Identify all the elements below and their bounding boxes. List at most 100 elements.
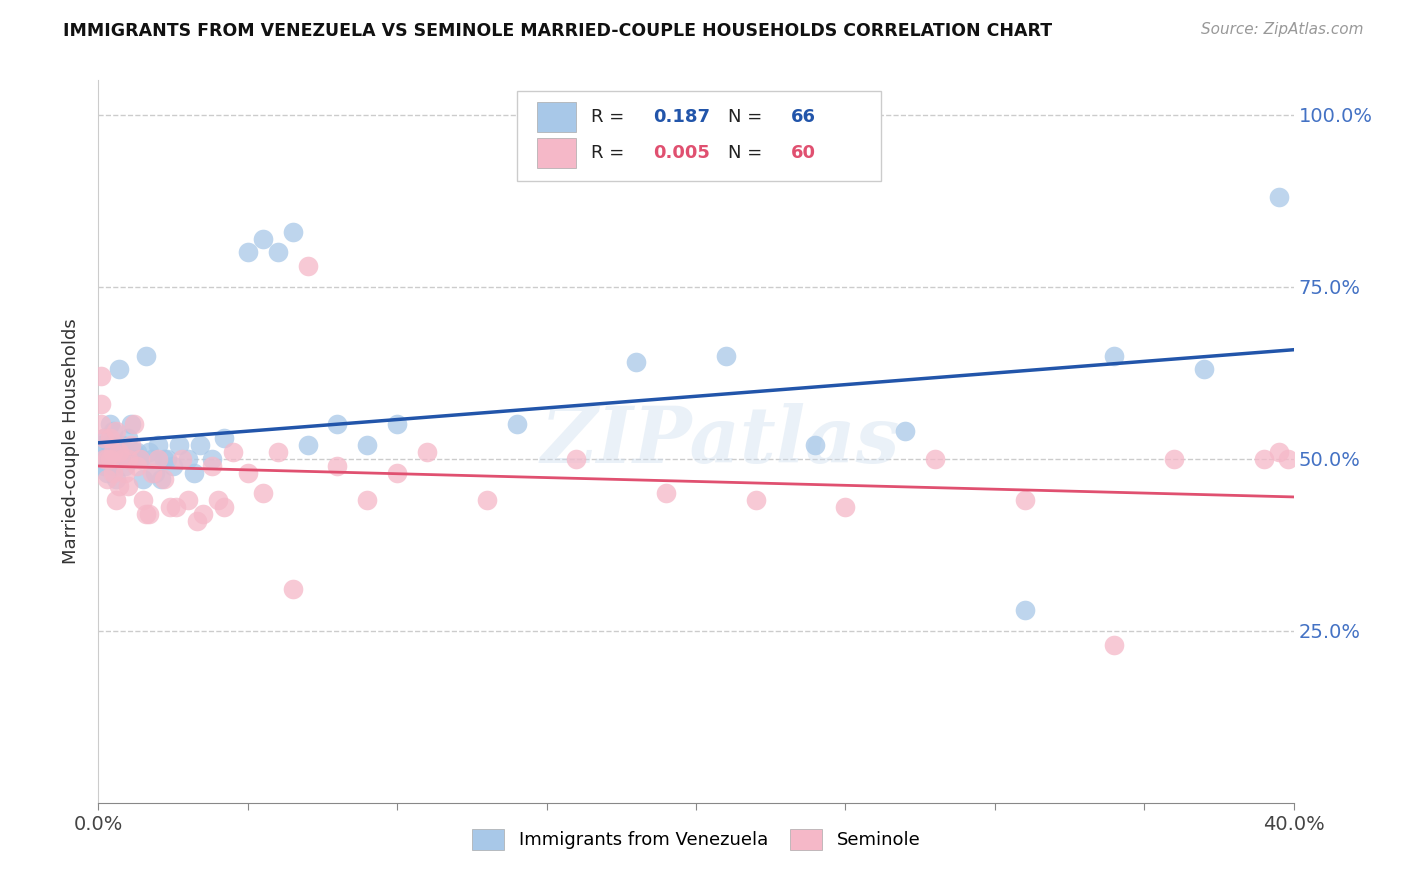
Point	[1253, 451, 1275, 466]
Point	[416, 445, 439, 459]
Point	[96, 472, 118, 486]
Point	[138, 507, 160, 521]
Point	[96, 451, 118, 466]
Point	[129, 451, 152, 466]
Point	[93, 451, 115, 466]
Point	[96, 451, 118, 466]
Point	[1192, 362, 1215, 376]
Point	[1277, 451, 1299, 466]
Point	[108, 451, 131, 466]
Point	[114, 445, 136, 459]
Point	[111, 451, 134, 466]
Point	[127, 445, 149, 459]
Point	[1267, 445, 1289, 459]
Point	[1104, 638, 1126, 652]
Text: IMMIGRANTS FROM VENEZUELA VS SEMINOLE MARRIED-COUPLE HOUSEHOLDS CORRELATION CHAR: IMMIGRANTS FROM VENEZUELA VS SEMINOLE MA…	[63, 22, 1053, 40]
Point	[1014, 493, 1036, 508]
Point	[105, 424, 128, 438]
Point	[111, 438, 134, 452]
Point	[103, 445, 125, 459]
Point	[90, 369, 112, 384]
Point	[105, 493, 128, 508]
Text: 66: 66	[790, 108, 815, 126]
Point	[177, 493, 200, 508]
Point	[655, 486, 678, 500]
Point	[236, 466, 259, 480]
Point	[103, 466, 125, 480]
Point	[177, 451, 200, 466]
Point	[93, 431, 115, 445]
Point	[212, 431, 235, 445]
Point	[745, 493, 768, 508]
Point	[267, 245, 290, 260]
Point	[132, 493, 155, 508]
Point	[222, 445, 245, 459]
Point	[117, 451, 139, 466]
Point	[297, 259, 319, 273]
Point	[114, 466, 136, 480]
Point	[138, 445, 160, 459]
Point	[117, 451, 139, 466]
Point	[105, 472, 128, 486]
Point	[167, 438, 190, 452]
Point	[281, 225, 304, 239]
Point	[96, 445, 118, 459]
Point	[141, 451, 163, 466]
Y-axis label: Married-couple Households: Married-couple Households	[62, 318, 80, 565]
Point	[165, 500, 187, 514]
Point	[804, 438, 827, 452]
Point	[252, 231, 274, 245]
Point	[212, 500, 235, 514]
Legend: Immigrants from Venezuela, Seminole: Immigrants from Venezuela, Seminole	[463, 820, 929, 859]
Point	[385, 417, 409, 432]
Point	[135, 349, 157, 363]
Point	[103, 424, 125, 438]
Point	[201, 458, 224, 473]
Point	[124, 417, 146, 432]
Point	[108, 445, 131, 459]
Point	[114, 458, 136, 473]
Text: 0.005: 0.005	[652, 144, 710, 161]
Point	[475, 493, 498, 508]
Point	[150, 472, 173, 486]
Point	[105, 451, 128, 466]
Point	[148, 438, 170, 452]
Point	[96, 466, 118, 480]
FancyBboxPatch shape	[517, 91, 882, 181]
Point	[159, 500, 181, 514]
Point	[127, 458, 149, 473]
Point	[1163, 451, 1185, 466]
Point	[98, 451, 122, 466]
Point	[297, 438, 319, 452]
Point	[834, 500, 856, 514]
Point	[188, 438, 211, 452]
Point	[90, 417, 112, 432]
Point	[111, 451, 134, 466]
Point	[191, 507, 214, 521]
Point	[120, 451, 142, 466]
Point	[252, 486, 274, 500]
Point	[565, 451, 588, 466]
Point	[714, 349, 737, 363]
Point	[93, 451, 115, 466]
Point	[626, 355, 648, 369]
Point	[135, 507, 157, 521]
Point	[124, 451, 146, 466]
Point	[148, 451, 170, 466]
Text: R =: R =	[591, 144, 630, 161]
Point	[105, 438, 128, 452]
Point	[141, 466, 163, 480]
Point	[129, 451, 152, 466]
Point	[108, 445, 131, 459]
Point	[117, 479, 139, 493]
Point	[93, 458, 115, 473]
Point	[103, 458, 125, 473]
Text: R =: R =	[591, 108, 630, 126]
Point	[132, 472, 155, 486]
Point	[1104, 349, 1126, 363]
Point	[183, 466, 205, 480]
Point	[162, 458, 184, 473]
Point	[93, 431, 115, 445]
Text: N =: N =	[728, 144, 768, 161]
Point	[120, 417, 142, 432]
